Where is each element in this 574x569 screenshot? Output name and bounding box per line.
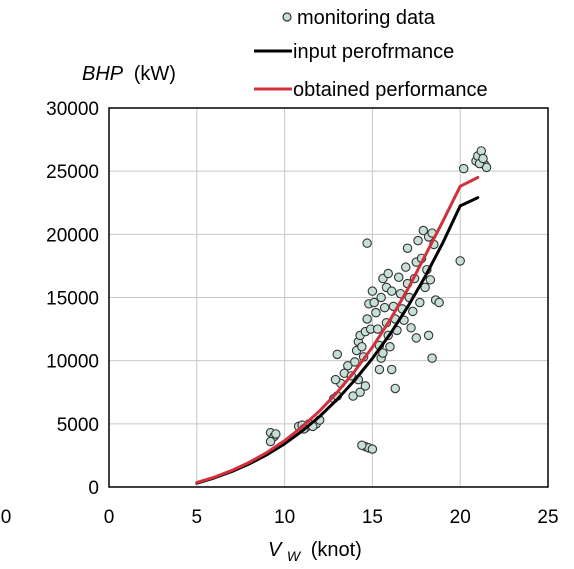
legend-label-obtained: obtained performance <box>293 79 488 101</box>
x-tick-label: 10 <box>274 507 295 528</box>
monitoring-data-point <box>423 330 434 341</box>
legend-item-input: input perofrmance <box>254 41 454 63</box>
y-axis-label: BHP (kW) <box>82 63 176 85</box>
legend-label-input: input perofrmance <box>293 41 454 63</box>
monitoring-data-point <box>379 302 390 313</box>
monitoring-data-point <box>402 243 413 253</box>
x-axis-label-unit: (knot) <box>311 539 362 561</box>
monitoring-data-point <box>385 342 395 352</box>
monitoring-data-point <box>413 235 423 246</box>
x-axis-tick-labels: 0 5 10 15 20 25 <box>104 507 559 528</box>
monitoring-data-point <box>393 272 404 283</box>
monitoring-data-point <box>357 342 367 352</box>
x-axis-label: V W (knot) <box>268 539 362 566</box>
monitoring-data-point <box>369 297 379 308</box>
monitoring-data-point <box>330 374 341 385</box>
legend-marker-monitoring <box>282 12 292 22</box>
y-axis-label-unit: (kW) <box>134 63 176 85</box>
monitoring-data-point <box>265 436 276 447</box>
monitoring-data-point <box>411 333 422 343</box>
monitoring-data-point <box>374 364 385 375</box>
monitoring-data-point <box>371 307 381 318</box>
plot-frame <box>108 107 549 488</box>
monitoring-data-point <box>372 324 383 334</box>
monitoring-data-point <box>476 146 487 156</box>
scatter-points <box>265 146 492 454</box>
y-tick-label: 5000 <box>57 415 99 436</box>
y-tick-label: 20000 <box>46 225 99 246</box>
y-tick-label: 15000 <box>46 289 99 310</box>
y-tick-label: 30000 <box>46 99 99 120</box>
performance-curves <box>195 175 480 485</box>
monitoring-data-point <box>415 297 425 308</box>
monitoring-data-point <box>420 282 430 293</box>
monitoring-data-point <box>362 314 372 324</box>
monitoring-data-point <box>408 306 418 317</box>
monitoring-data-point <box>271 429 281 439</box>
monitoring-data-point <box>434 297 444 308</box>
monitoring-data-point <box>332 349 343 360</box>
y-axis-tick-labels: 0 5000 10000 15000 20000 25000 30000 <box>46 99 99 499</box>
legend-label-monitoring: monitoring data <box>297 7 436 29</box>
monitoring-data-point <box>350 357 360 367</box>
monitoring-data-point <box>386 364 397 375</box>
monitoring-data-point <box>355 387 365 397</box>
monitoring-data-point <box>362 238 372 248</box>
monitoring-data-point <box>378 348 388 358</box>
x-tick-label: 25 <box>537 507 558 528</box>
monitoring-data-point <box>357 440 367 451</box>
y-tick-label: 0 <box>88 478 99 499</box>
monitoring-data-point <box>458 163 469 174</box>
monitoring-data-point <box>383 268 393 279</box>
monitoring-data-point <box>376 292 386 303</box>
legend-item-monitoring: monitoring data <box>282 7 436 29</box>
monitoring-data-point <box>367 444 378 454</box>
y-tick-label: 25000 <box>46 162 99 183</box>
monitoring-data-point <box>418 225 429 236</box>
legend: monitoring data input perofrmance obtain… <box>254 7 488 101</box>
y-tick-label: 10000 <box>46 352 99 373</box>
y-axis-label-var: BHP <box>82 63 124 85</box>
x-tick-label: 5 <box>192 507 203 528</box>
monitoring-data-point <box>406 323 416 333</box>
monitoring-data-point <box>401 262 411 272</box>
monitoring-data-point <box>386 286 397 296</box>
x-tick-label: 0 <box>104 507 115 528</box>
legend-item-obtained: obtained performance <box>254 79 488 101</box>
monitoring-data-point <box>367 286 378 296</box>
monitoring-data-point <box>360 381 371 391</box>
stray-x-label: 0 <box>1 507 12 528</box>
monitoring-data-point <box>390 383 400 394</box>
monitoring-data-point <box>427 353 437 363</box>
x-axis-label-sub: W <box>287 548 302 564</box>
obtained-performance-line <box>195 175 480 485</box>
x-tick-label: 20 <box>450 507 471 528</box>
monitoring-data-point <box>425 275 436 285</box>
x-axis-label-var: V <box>268 539 283 561</box>
x-tick-label: 15 <box>362 507 383 528</box>
monitoring-data-point <box>455 256 465 266</box>
monitoring-data-point <box>478 153 488 164</box>
